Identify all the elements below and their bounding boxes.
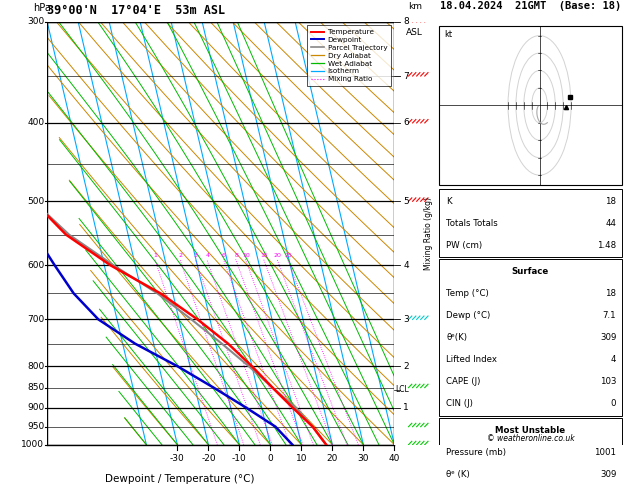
Text: 309: 309 [600,470,616,479]
Text: 7.1: 7.1 [603,311,616,320]
Text: 25: 25 [284,253,292,258]
Text: Dewpoint / Temperature (°C): Dewpoint / Temperature (°C) [104,473,254,484]
Text: Dewp (°C): Dewp (°C) [447,311,491,320]
Text: 4: 4 [403,261,409,270]
Text: 1000: 1000 [21,440,44,449]
Bar [438,418,622,486]
Text: 30: 30 [358,454,369,463]
Text: θᵉ(K): θᵉ(K) [447,333,467,342]
Text: CIN (J): CIN (J) [447,399,473,408]
Text: Temp (°C): Temp (°C) [447,289,489,298]
Text: 3: 3 [194,253,198,258]
Text: CAPE (J): CAPE (J) [447,377,481,386]
Text: LCL: LCL [395,385,409,394]
Text: 300: 300 [27,17,44,26]
Text: 2: 2 [403,362,409,371]
Text: 103: 103 [600,377,616,386]
Text: 5: 5 [403,197,409,206]
Text: 6: 6 [403,119,409,127]
Bar [438,26,622,185]
Text: 1: 1 [403,403,409,412]
Text: 40: 40 [389,454,400,463]
Text: 8: 8 [234,253,238,258]
Text: 4: 4 [205,253,209,258]
Text: Totals Totals: Totals Totals [447,219,498,227]
Text: 8: 8 [403,17,409,26]
Text: 309: 309 [600,333,616,342]
Text: 0: 0 [267,454,273,463]
Text: -10: -10 [232,454,247,463]
Text: 2: 2 [179,253,182,258]
Text: 700: 700 [27,315,44,324]
Text: 15: 15 [260,253,268,258]
Text: © weatheronline.co.uk: © weatheronline.co.uk [487,434,574,443]
Text: -30: -30 [170,454,185,463]
Text: Mixing Ratio (g/kg): Mixing Ratio (g/kg) [425,197,433,270]
Text: 500: 500 [27,197,44,206]
Text: 10: 10 [296,454,307,463]
Text: 44: 44 [605,219,616,227]
Text: -20: -20 [201,454,216,463]
Text: 10: 10 [242,253,250,258]
Text: Surface: Surface [512,267,549,276]
Bar [438,189,622,258]
Text: 1001: 1001 [594,448,616,457]
Text: 800: 800 [27,362,44,371]
Text: Most Unstable: Most Unstable [495,426,565,435]
Text: 6: 6 [222,253,226,258]
Text: PW (cm): PW (cm) [447,241,482,250]
Text: 600: 600 [27,261,44,270]
Text: 18: 18 [605,289,616,298]
Text: ASL: ASL [406,28,423,37]
Text: 950: 950 [27,422,44,431]
Bar [438,260,622,416]
Text: 0: 0 [611,399,616,408]
Text: km: km [408,2,421,11]
Text: 18: 18 [605,197,616,206]
Text: 850: 850 [27,383,44,392]
Legend: Temperature, Dewpoint, Parcel Trajectory, Dry Adiabat, Wet Adiabat, Isotherm, Mi: Temperature, Dewpoint, Parcel Trajectory… [308,25,391,86]
Text: 4: 4 [611,355,616,364]
Text: 400: 400 [27,119,44,127]
Text: 7: 7 [403,71,409,81]
Text: 1.48: 1.48 [597,241,616,250]
Text: 20: 20 [274,253,282,258]
Text: Lifted Index: Lifted Index [447,355,498,364]
Text: 20: 20 [326,454,338,463]
Text: kt: kt [445,30,452,39]
Text: hPa: hPa [33,3,52,14]
Text: Pressure (mb): Pressure (mb) [447,448,506,457]
Text: 900: 900 [27,403,44,412]
Text: K: K [447,197,452,206]
Text: 18.04.2024  21GMT  (Base: 18): 18.04.2024 21GMT (Base: 18) [440,1,621,11]
Text: 1: 1 [153,253,157,258]
Text: θᵉ (K): θᵉ (K) [447,470,470,479]
Text: 3: 3 [403,315,409,324]
Text: 39°00'N  17°04'E  53m ASL: 39°00'N 17°04'E 53m ASL [47,4,225,17]
